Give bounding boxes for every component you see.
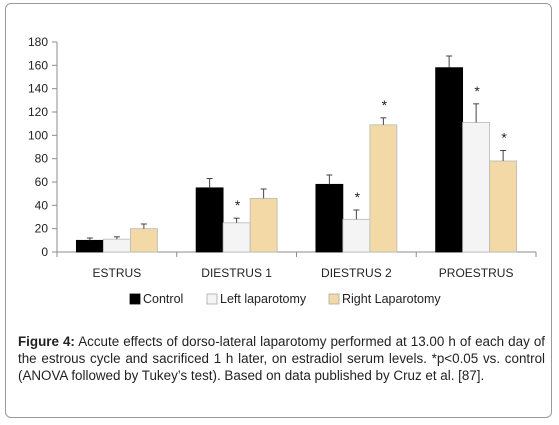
y-tick-label: 20 <box>35 222 49 236</box>
significance-marker: * <box>501 130 507 146</box>
significance-marker: * <box>355 189 361 205</box>
y-tick-label: 100 <box>28 128 48 142</box>
bar-left-laparotomy <box>102 238 131 253</box>
bar-right-laparotomy <box>489 160 518 253</box>
bar-right-laparotomy <box>129 228 158 253</box>
bar-control <box>315 183 344 253</box>
legend-swatch <box>328 293 340 305</box>
y-tick-label: 120 <box>28 105 48 119</box>
bars: * * * * * <box>75 55 518 253</box>
y-tick-label: 180 <box>28 35 48 49</box>
bar-left-laparotomy <box>342 218 371 253</box>
bar-chart: 0 20 40 60 80 100 120 140 160 180 ESTRUS DIESTRUS 1… <box>28 35 537 306</box>
bar-left-laparotomy <box>462 122 491 253</box>
figure-panel: 0 20 40 60 80 100 120 140 160 180 ESTRUS DIESTRUS 1… <box>5 3 552 418</box>
x-category-label: DIESTRUS 2 <box>321 266 392 280</box>
bar-left-laparotomy <box>222 222 251 253</box>
y-tick-label: 140 <box>28 82 48 96</box>
bar-right-laparotomy <box>249 197 278 253</box>
y-tick-label: 0 <box>41 245 48 259</box>
y-tick-label: 60 <box>35 175 49 189</box>
significance-marker: * <box>474 83 480 99</box>
caption-label: Figure 4: <box>18 334 75 349</box>
caption-text: Accute effects of dorso-lateral laparoto… <box>18 334 546 383</box>
bar-control <box>435 67 464 253</box>
y-tick-label: 40 <box>35 198 49 212</box>
bar-control <box>195 187 224 253</box>
bar-control <box>75 239 104 253</box>
significance-marker: * <box>382 97 388 113</box>
figure-caption: Figure 4: Accute effects of dorso-latera… <box>18 333 545 384</box>
y-tick-label: 80 <box>35 152 49 166</box>
legend-label: Right Laparotomy <box>342 292 441 306</box>
y-tick-label: 160 <box>28 58 48 72</box>
x-category-label: PROESTRUS <box>439 266 514 280</box>
significance-marker: * <box>235 197 241 213</box>
legend-swatch <box>129 293 141 305</box>
legend-label: Left laparotomy <box>220 292 307 306</box>
x-category-label: ESTRUS <box>93 266 142 280</box>
legend-swatch <box>206 293 218 305</box>
bar-right-laparotomy <box>369 124 398 253</box>
legend-label: Control <box>143 292 183 306</box>
x-category-label: DIESTRUS 1 <box>201 266 272 280</box>
legend: Control Left laparotomy Right Laparotomy <box>129 292 441 306</box>
axes: 0 20 40 60 80 100 120 140 160 180 ESTRUS DIESTRUS 1… <box>28 35 537 280</box>
